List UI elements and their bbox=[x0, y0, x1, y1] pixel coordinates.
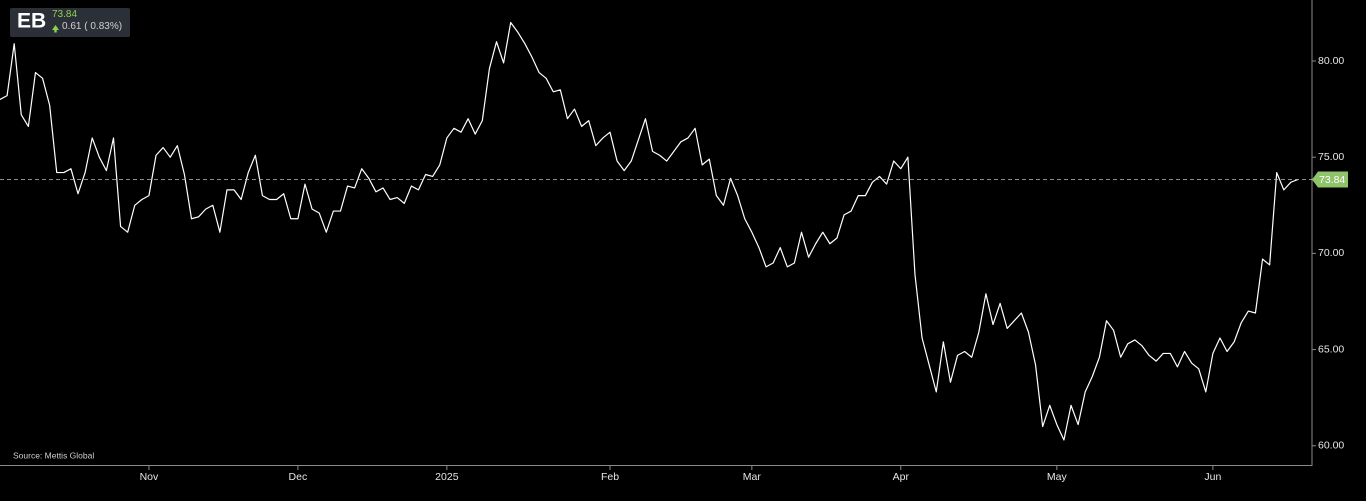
header-box: EB 73.84 0.61 ( 0.83%) bbox=[10, 8, 130, 37]
x-tick-label: Nov bbox=[140, 471, 159, 483]
last-price-label: 73.84 bbox=[1319, 174, 1345, 186]
last-price-tag bbox=[1312, 171, 1348, 188]
x-tick-label: 2025 bbox=[435, 471, 459, 483]
symbol: EB bbox=[17, 10, 46, 33]
x-tick-label: May bbox=[1047, 471, 1068, 483]
price-line bbox=[0, 21, 1299, 441]
x-tick-label: Feb bbox=[601, 471, 619, 483]
y-tick-label: 60.00 bbox=[1318, 440, 1344, 452]
last-price: 73.84 bbox=[52, 9, 77, 20]
x-tick-label: Mar bbox=[743, 471, 762, 483]
header-bg bbox=[10, 8, 130, 37]
x-tick-label: Jun bbox=[1204, 471, 1221, 483]
y-tick-label: 75.00 bbox=[1318, 151, 1344, 163]
y-tick-label: 70.00 bbox=[1318, 247, 1344, 259]
change: 0.61 ( 0.83%) bbox=[62, 21, 122, 32]
y-tick-label: 65.00 bbox=[1318, 343, 1344, 355]
y-tick-label: 80.00 bbox=[1318, 55, 1344, 67]
up-arrow bbox=[52, 25, 59, 33]
x-tick-label: Apr bbox=[893, 471, 910, 483]
source: Source: Mettis Global bbox=[13, 450, 94, 460]
x-tick-label: Dec bbox=[289, 471, 308, 483]
